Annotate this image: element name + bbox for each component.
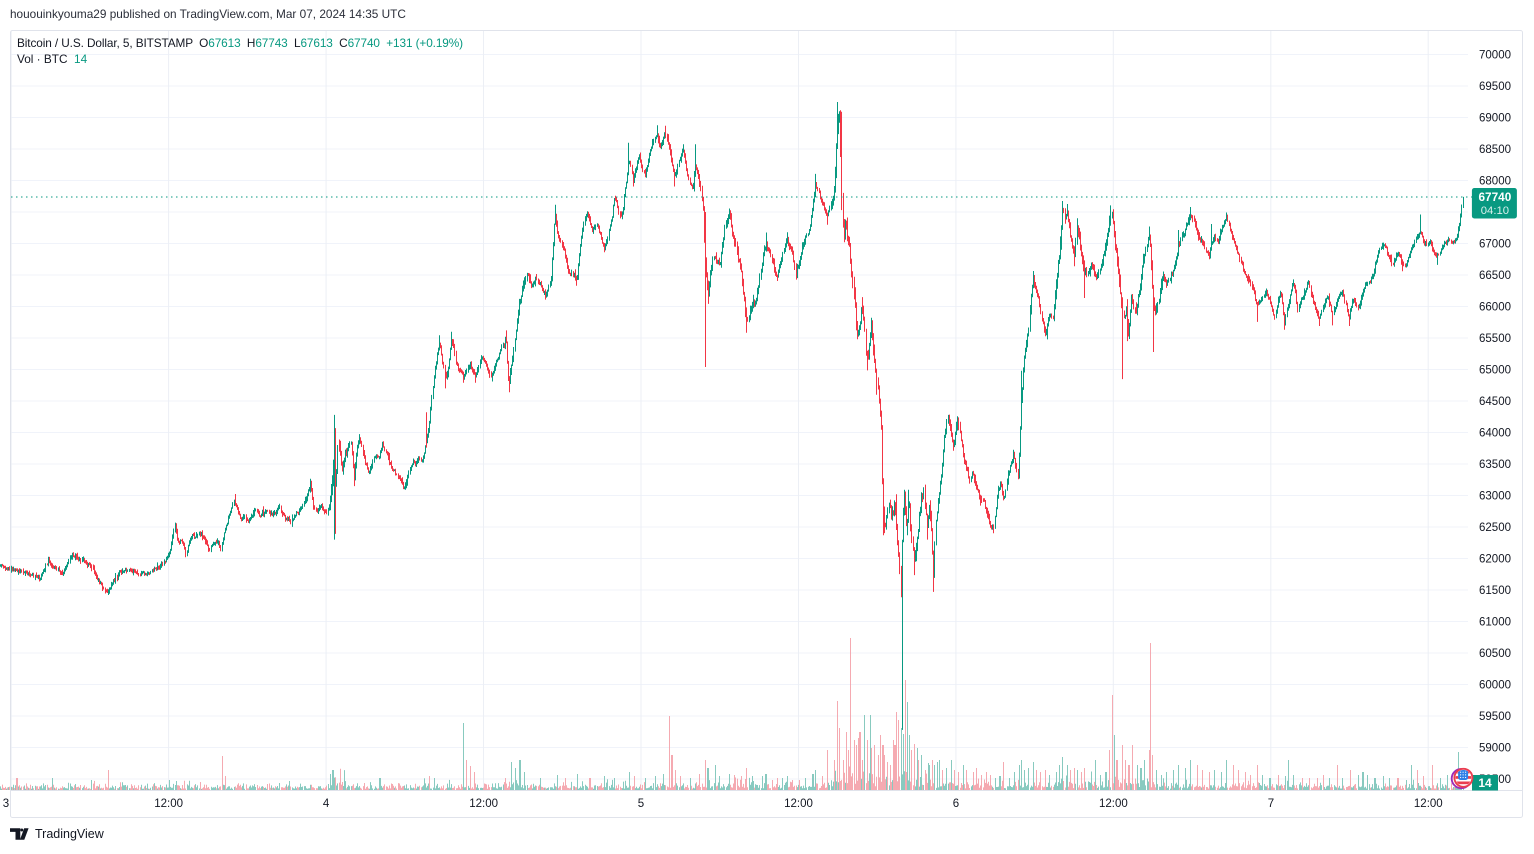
svg-text:12:00: 12:00 (784, 798, 813, 810)
svg-text:59500: 59500 (1479, 711, 1511, 723)
svg-text:70000: 70000 (1479, 50, 1511, 62)
svg-text:04:10: 04:10 (1481, 205, 1509, 217)
svg-text:12:00: 12:00 (1414, 798, 1443, 810)
svg-text:65500: 65500 (1479, 333, 1511, 345)
svg-text:60000: 60000 (1479, 680, 1511, 692)
svg-text:12:00: 12:00 (469, 798, 498, 810)
svg-text:62000: 62000 (1479, 554, 1511, 566)
svg-text:3: 3 (3, 798, 9, 810)
svg-text:14: 14 (1478, 776, 1492, 790)
svg-text:4: 4 (323, 798, 330, 810)
svg-text:62500: 62500 (1479, 522, 1511, 534)
svg-text:64000: 64000 (1479, 428, 1511, 440)
svg-text:7: 7 (1268, 798, 1274, 810)
svg-text:65000: 65000 (1479, 365, 1511, 377)
svg-text:69000: 69000 (1479, 113, 1511, 125)
svg-text:66500: 66500 (1479, 270, 1511, 282)
svg-text:68500: 68500 (1479, 144, 1511, 156)
svg-text:60500: 60500 (1479, 648, 1511, 660)
svg-text:63500: 63500 (1479, 459, 1511, 471)
svg-text:68000: 68000 (1479, 176, 1511, 188)
svg-text:67000: 67000 (1479, 239, 1511, 251)
svg-text:66000: 66000 (1479, 302, 1511, 314)
svg-text:59000: 59000 (1479, 743, 1511, 755)
svg-text:5: 5 (638, 798, 644, 810)
svg-text:63000: 63000 (1479, 491, 1511, 503)
svg-text:6: 6 (953, 798, 959, 810)
svg-text:12:00: 12:00 (154, 798, 183, 810)
svg-text:12:00: 12:00 (1099, 798, 1128, 810)
svg-text:69500: 69500 (1479, 81, 1511, 93)
svg-text:61000: 61000 (1479, 617, 1511, 629)
svg-text:64500: 64500 (1479, 396, 1511, 408)
svg-text:61500: 61500 (1479, 585, 1511, 597)
svg-text:67740: 67740 (1478, 190, 1511, 204)
